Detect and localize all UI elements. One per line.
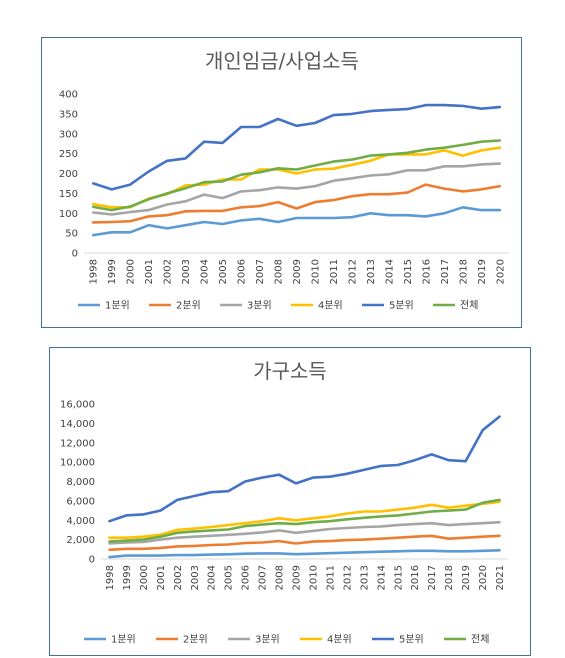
x-tick-label: 2020 (495, 259, 506, 284)
legend-label: 2분위 (183, 633, 208, 646)
series-line-1 (108, 549, 501, 559)
x-tick-label: 2014 (376, 565, 387, 590)
chart-panel-personal-income: 개인임금/사업소득 0 50 100 150 200 250 300 350 400 1998 199… (41, 37, 522, 328)
chart-title: 개인임금/사업소득 (205, 49, 359, 73)
y-tick-label: 0 (72, 249, 78, 260)
y-tick-label: 12,000 (60, 438, 95, 449)
x-tick-label: 2009 (292, 565, 303, 590)
series-line-3 (108, 520, 501, 545)
series-line-6 (108, 498, 501, 543)
y-tick-label: 150 (59, 189, 78, 200)
x-tick-label: 2011 (329, 259, 340, 284)
chart-personal-income: 개인임금/사업소득 0 50 100 150 200 250 300 350 400 1998 199… (59, 49, 509, 312)
y-tick-label: 0 (89, 555, 95, 566)
x-tick-label: 2018 (444, 565, 455, 590)
x-tick-label: 2001 (156, 565, 167, 590)
x-tick-label: 2016 (421, 259, 432, 284)
legend-label: 4분위 (327, 633, 352, 646)
series-line-6 (91, 139, 502, 212)
y-tick-label: 300 (59, 129, 78, 140)
x-tick-label: 2000 (126, 259, 137, 284)
chart-title: 가구소득 (253, 359, 327, 383)
x-tick-label: 2002 (173, 565, 184, 590)
x-tick-label: 2010 (310, 259, 321, 284)
x-tick-label: 2001 (144, 259, 155, 284)
series-line-2 (108, 534, 501, 552)
series-line-5 (91, 103, 502, 191)
x-tick-label: 2011 (325, 565, 336, 590)
legend-label: 3분위 (255, 633, 280, 646)
chart-household-income: 가구소득 0 2,000 4,000 6,000 8,000 10,000 12,000 14,… (60, 359, 508, 646)
x-tick-label: 2004 (200, 259, 211, 284)
x-tick-label: 2013 (359, 565, 370, 590)
x-tick-label: 2006 (241, 565, 252, 590)
x-tick-label: 1998 (105, 565, 116, 590)
x-tick-label: 2007 (255, 259, 266, 284)
x-tick-label: 2016 (410, 565, 421, 590)
y-tick-label: 250 (59, 149, 78, 160)
x-tick-label: 2014 (384, 259, 395, 284)
x-tick-label: 2008 (275, 565, 286, 590)
y-tick-label: 100 (59, 209, 78, 220)
legend-label: 전체 (471, 634, 489, 646)
x-tick-label: 2015 (403, 259, 414, 284)
y-tick-label: 14,000 (60, 419, 95, 430)
chart-panel-household-income: 가구소득 0 2,000 4,000 6,000 8,000 10,000 12,000 14,… (49, 347, 531, 656)
series-line-4 (108, 500, 501, 539)
legend-label: 1분위 (111, 633, 136, 646)
y-tick-label: 16,000 (60, 400, 95, 411)
x-tick-label: 2006 (237, 259, 248, 284)
legend-label: 1분위 (105, 299, 130, 312)
x-tick-label: 2021 (495, 565, 506, 590)
x-tick-label: 1999 (122, 565, 133, 590)
series-line-1 (91, 206, 502, 237)
x-tick-label: 2019 (461, 565, 472, 590)
x-tick-label: 1998 (89, 259, 100, 284)
x-tick-label: 1999 (107, 259, 118, 284)
x-tick-label: 2003 (181, 259, 192, 284)
y-tick-label: 6,000 (66, 496, 95, 507)
y-tick-label: 8,000 (66, 477, 95, 488)
x-tick-label: 2002 (163, 259, 174, 284)
x-tick-label: 2020 (478, 565, 489, 590)
x-tick-label: 2003 (190, 565, 201, 590)
legend-label: 전체 (460, 300, 478, 312)
legend-label: 5분위 (389, 299, 414, 312)
legend-label: 5분위 (399, 633, 424, 646)
y-tick-label: 350 (59, 109, 78, 120)
x-tick-label: 2018 (458, 259, 469, 284)
y-tick-label: 2,000 (66, 535, 95, 546)
x-tick-label: 2000 (139, 565, 150, 590)
series-line-2 (91, 183, 502, 224)
series-line-5 (108, 415, 501, 523)
y-tick-label: 50 (65, 229, 78, 240)
y-tick-label: 4,000 (66, 516, 95, 527)
x-tick-label: 2012 (347, 259, 358, 284)
y-tick-label: 10,000 (60, 458, 95, 469)
x-tick-label: 2005 (218, 259, 229, 284)
x-tick-label: 2007 (258, 565, 269, 590)
x-tick-label: 2010 (308, 565, 319, 590)
legend-label: 2분위 (176, 299, 201, 312)
y-tick-label: 400 (59, 90, 78, 101)
legend-label: 3분위 (247, 299, 272, 312)
x-tick-label: 2015 (393, 565, 404, 590)
x-tick-label: 2013 (366, 259, 377, 284)
y-tick-label: 200 (59, 169, 78, 180)
x-tick-label: 2012 (342, 565, 353, 590)
x-tick-label: 2008 (274, 259, 285, 284)
x-tick-label: 2017 (427, 565, 438, 590)
x-tick-label: 2009 (292, 259, 303, 284)
legend-label: 4분위 (318, 299, 343, 312)
x-tick-label: 2017 (440, 259, 451, 284)
series-line-3 (91, 162, 502, 216)
x-tick-label: 2019 (477, 259, 488, 284)
x-tick-label: 2004 (207, 565, 218, 590)
x-tick-label: 2005 (224, 565, 235, 590)
